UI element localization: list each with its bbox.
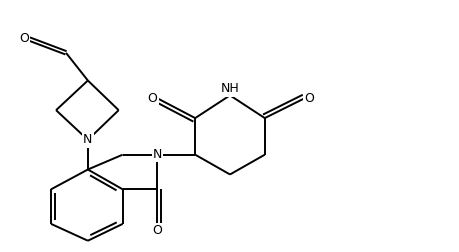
Text: O: O [147,92,157,105]
Text: O: O [19,33,29,45]
Text: O: O [304,92,314,105]
Text: N: N [83,133,93,146]
Text: N: N [153,148,162,161]
Text: O: O [152,224,162,237]
Text: NH: NH [221,82,240,95]
